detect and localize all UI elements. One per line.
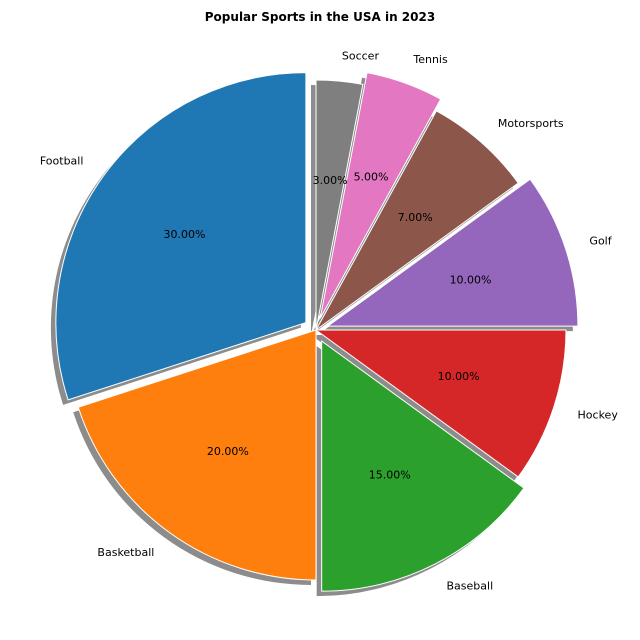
percent-label-motorsports: 7.00% [398, 211, 433, 224]
percent-label-hockey: 10.00% [438, 370, 480, 383]
category-label-golf: Golf [589, 235, 612, 248]
pie-labels: Football 30.00% Basketball 20.00% Baseball 15… [40, 50, 618, 593]
pie-wedges [55, 72, 579, 592]
percent-label-basketball: 20.00% [207, 445, 249, 458]
wedge-baseball [321, 340, 525, 592]
category-label-motorsports: Motorsports [498, 117, 564, 130]
category-label-baseball: Baseball [447, 580, 494, 593]
wedge-basketball [77, 329, 317, 581]
category-label-basketball: Basketball [97, 546, 154, 559]
percent-label-soccer: 3.00% [313, 174, 348, 187]
category-label-soccer: Soccer [342, 50, 380, 63]
wedge-golf [326, 178, 579, 327]
wedge-motorsports [315, 110, 519, 331]
percent-label-tennis: 5.00% [354, 171, 389, 184]
category-label-hockey: Hockey [578, 408, 619, 421]
percent-label-football: 30.00% [164, 228, 206, 241]
percent-label-golf: 10.00% [450, 273, 492, 286]
category-label-tennis: Tennis [412, 53, 448, 66]
wedge-soccer [315, 79, 364, 331]
wedge-tennis [319, 72, 442, 319]
wedge-football [55, 72, 307, 401]
percent-label-baseball: 15.00% [369, 468, 411, 481]
chart-title: Popular Sports in the USA in 2023 [204, 10, 436, 24]
wedge-hockey [314, 329, 567, 478]
category-label-football: Football [40, 155, 84, 168]
